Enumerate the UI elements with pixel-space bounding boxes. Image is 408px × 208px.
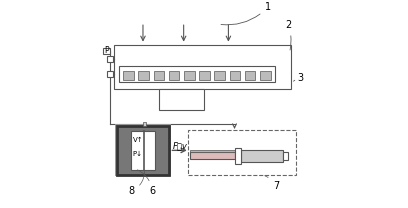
Bar [190,150,235,152]
Bar [260,71,271,80]
Text: 1: 1 [221,2,271,25]
Bar [235,147,241,163]
Text: P: P [104,46,109,55]
Text: F、v: F、v [173,141,187,150]
Bar [153,71,164,80]
Bar [214,71,225,80]
Text: 6: 6 [137,170,155,196]
Bar [117,126,169,175]
Bar [283,152,288,160]
Text: 7: 7 [265,176,279,191]
Text: 2: 2 [285,20,292,50]
Bar [188,130,295,175]
Bar [143,122,146,126]
Bar [103,48,111,54]
Bar [123,71,134,80]
Bar [245,71,255,80]
Bar [241,150,283,162]
Text: 8: 8 [129,170,144,196]
Text: P↓: P↓ [133,151,143,157]
Bar [230,71,240,80]
Bar [131,131,155,170]
Bar [159,89,204,110]
Bar [115,124,171,176]
Bar [184,71,195,80]
Bar [115,45,291,89]
Bar [190,152,235,159]
Text: 3: 3 [293,73,304,83]
Bar [199,71,210,80]
Bar [138,71,149,80]
Bar [119,66,275,82]
Bar [107,71,113,77]
Bar [107,56,113,62]
Bar [169,71,180,80]
Text: V↑: V↑ [133,137,144,143]
